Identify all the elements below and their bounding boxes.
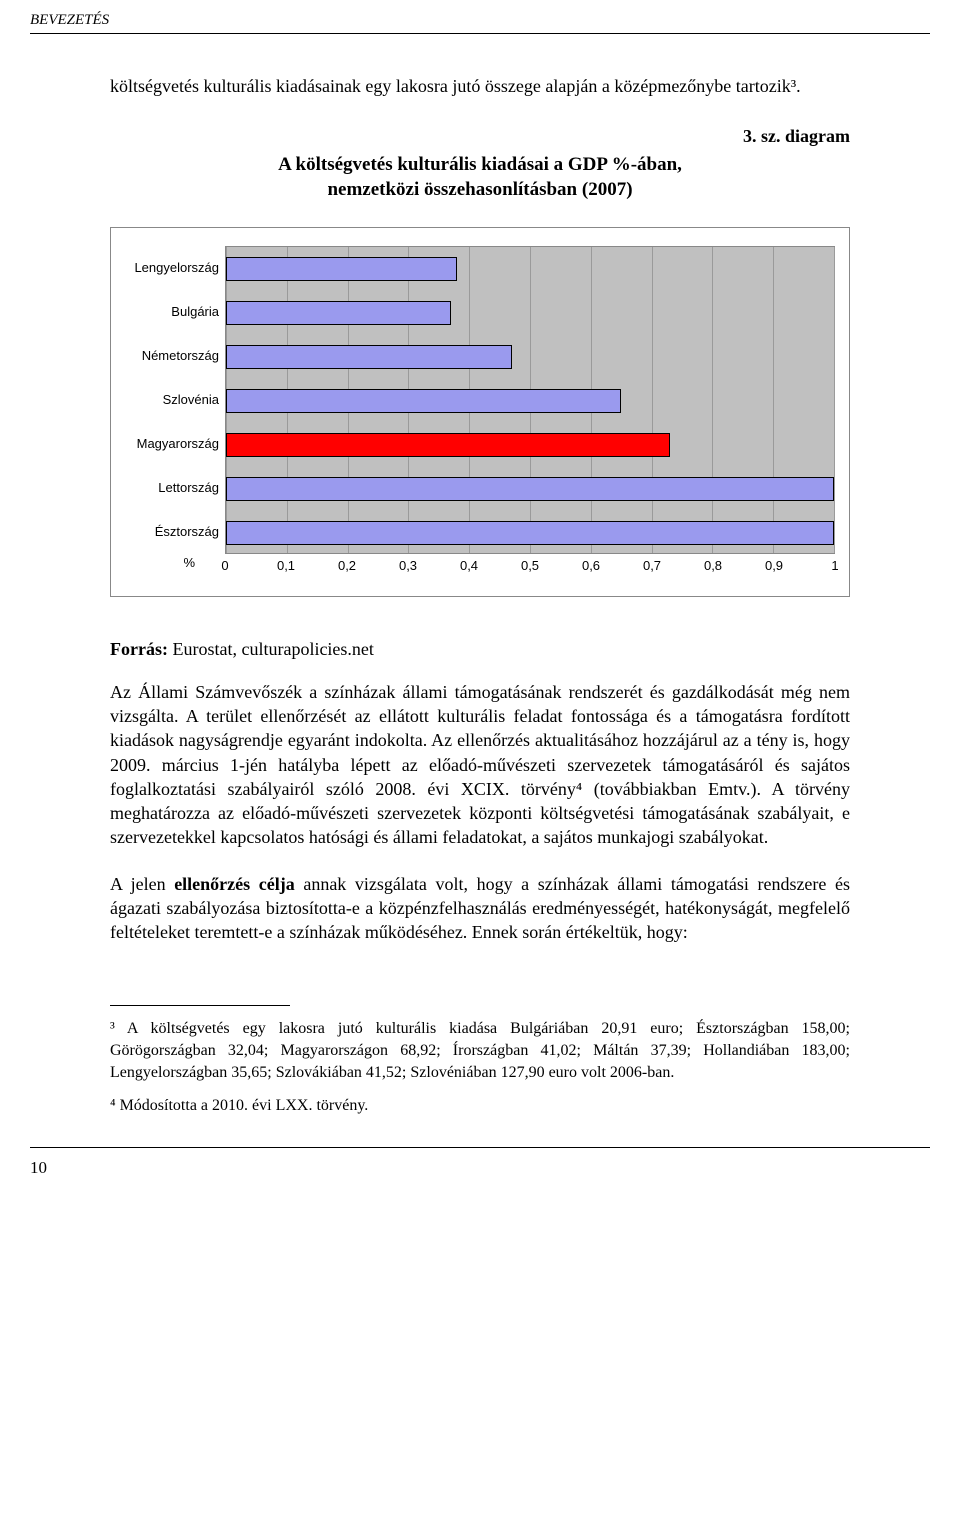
- x-tick-label: 0,1: [277, 558, 295, 573]
- gridline: [834, 247, 835, 553]
- y-axis-label: Magyarország: [125, 422, 219, 466]
- x-tick-label: 0: [221, 558, 228, 573]
- x-tick-label: 0,4: [460, 558, 478, 573]
- bar-row: [226, 423, 834, 467]
- chart-title: A költségvetés kulturális kiadásai a GDP…: [150, 153, 810, 202]
- x-tick-label: 0,7: [643, 558, 661, 573]
- chart-title-line1: A költségvetés kulturális kiadásai a GDP…: [278, 154, 682, 175]
- footnote-3: ³ A költségvetés egy lakosra jutó kultur…: [110, 1018, 850, 1085]
- x-tick-label: 0,6: [582, 558, 600, 573]
- content: költségvetés kulturális kiadásainak egy …: [0, 34, 960, 1006]
- bar-row: [226, 335, 834, 379]
- bar: [226, 433, 670, 457]
- y-axis-labels: LengyelországBulgáriaNémetországSzlovéni…: [125, 246, 225, 554]
- y-axis-label: Lengyelország: [125, 246, 219, 290]
- bar: [226, 389, 621, 413]
- para2-pre: A jelen: [110, 874, 174, 894]
- bar-row: [226, 379, 834, 423]
- bar: [226, 521, 834, 545]
- plot-area: [225, 246, 835, 554]
- paragraph-2: A jelen ellenőrzés célja annak vizsgálat…: [110, 872, 850, 945]
- y-axis-label: Bulgária: [125, 290, 219, 334]
- y-axis-label: Lettország: [125, 466, 219, 510]
- x-tick-label: 0,8: [704, 558, 722, 573]
- bar: [226, 345, 512, 369]
- bar: [226, 257, 457, 281]
- x-tick-label: 1: [831, 558, 838, 573]
- footnote-4: ⁴ Módosította a 2010. évi LXX. törvény.: [110, 1095, 850, 1117]
- x-tick-label: 0,5: [521, 558, 539, 573]
- source-text: Eurostat, culturapolicies.net: [168, 639, 374, 659]
- para2-bold: ellenőrzés célja: [174, 874, 295, 894]
- x-tick-label: 0,3: [399, 558, 417, 573]
- chart: LengyelországBulgáriaNémetországSzlovéni…: [125, 246, 835, 554]
- source-label: Forrás:: [110, 639, 168, 659]
- bar-row: [226, 511, 834, 555]
- unit-row: % 0 0,1 0,2 0,3 0,4 0,5 0,6 0,7 0,8 0,9 1: [125, 554, 835, 578]
- y-axis-label: Szlovénia: [125, 378, 219, 422]
- bar-row: [226, 291, 834, 335]
- bar-row: [226, 467, 834, 511]
- y-axis-label: Észtország: [125, 510, 219, 554]
- page-number: 10: [0, 1148, 960, 1178]
- chart-container: LengyelországBulgáriaNémetországSzlovéni…: [110, 227, 850, 597]
- page-header: BEVEZETÉS: [0, 0, 960, 33]
- diagram-label: 3. sz. diagram: [110, 126, 850, 147]
- x-tick-label: 0,9: [765, 558, 783, 573]
- y-unit: %: [125, 555, 225, 570]
- bar: [226, 301, 451, 325]
- bar: [226, 477, 834, 501]
- plot-wrap: [225, 246, 835, 554]
- x-tick-label: 0,2: [338, 558, 356, 573]
- intro-paragraph: költségvetés kulturális kiadásainak egy …: [110, 74, 850, 98]
- chart-title-line2: nemzetközi összehasonlításban (2007): [327, 179, 632, 200]
- paragraph-1: Az Állami Számvevőszék a színházak állam…: [110, 680, 850, 850]
- source-line: Forrás: Eurostat, culturapolicies.net: [110, 639, 850, 660]
- bar-row: [226, 247, 834, 291]
- x-axis: 00,10,20,30,40,50,60,70,80,91: [225, 556, 835, 578]
- footnotes: ³ A költségvetés egy lakosra jutó kultur…: [0, 1006, 960, 1118]
- y-axis-label: Németország: [125, 334, 219, 378]
